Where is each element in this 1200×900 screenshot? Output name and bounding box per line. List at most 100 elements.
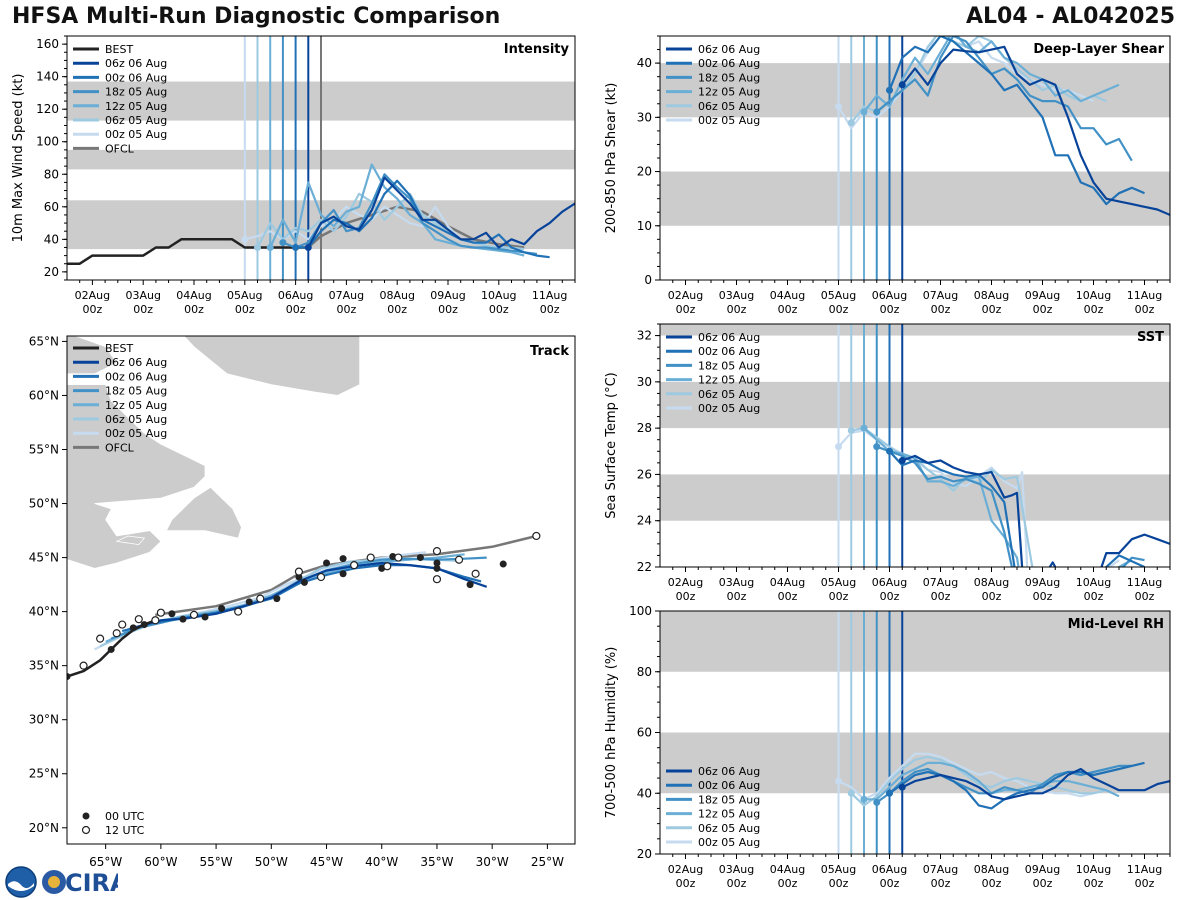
noaa-logo-icon <box>5 866 37 898</box>
model-track <box>99 557 460 648</box>
legend-label: 00z 05 Aug <box>105 427 167 440</box>
series-line <box>888 36 1145 206</box>
x-tick-label: 00z <box>133 303 153 316</box>
legend-label: 12z 05 Aug <box>698 374 760 387</box>
x-tick-label: 00z <box>778 590 798 603</box>
marker-00utc <box>129 624 137 632</box>
legend-label: 00z 05 Aug <box>698 114 760 127</box>
series-start-marker <box>886 447 893 455</box>
series-line <box>282 173 538 256</box>
y-tick-label: 40°N <box>29 605 59 619</box>
track-panel: 65°W 60°W 55°W 50°W 45°W 40°W 35°W 30°W 25°W 20°N… <box>29 334 576 869</box>
x-tick-label: 04Aug <box>176 289 211 302</box>
x-tick-label: 08Aug <box>379 289 414 302</box>
y-tick-label: 40 <box>637 786 652 800</box>
series-start-marker <box>898 783 906 791</box>
marker-12utc <box>454 555 464 564</box>
series-line <box>850 755 1107 807</box>
x-tick-label: 65°W <box>89 855 122 869</box>
legend-label: 00 UTC <box>105 810 145 823</box>
model-track <box>133 561 488 629</box>
y-tick-label: 120 <box>36 102 59 116</box>
x-tick-label: 07Aug <box>923 576 958 589</box>
x-tick-label: 00z <box>1033 303 1053 316</box>
x-tick-label: 00z <box>235 303 255 316</box>
x-tick-label: 00z <box>727 590 747 603</box>
shaded-band <box>660 324 1170 336</box>
series-line <box>838 752 1094 801</box>
x-tick-label: 00z <box>829 590 849 603</box>
series-line <box>307 176 575 249</box>
x-tick-label: 03Aug <box>125 289 160 302</box>
x-tick-label: 10Aug <box>1076 289 1111 302</box>
marker-00utc <box>300 578 308 586</box>
x-tick-label: 09Aug <box>1025 863 1060 876</box>
x-tick-label: 45°W <box>310 855 343 869</box>
series-line <box>888 761 1145 810</box>
x-tick-label: 00z <box>778 303 798 316</box>
x-tick-label: 00z <box>880 590 900 603</box>
legend-label: OFCL <box>105 441 135 454</box>
x-tick-label: 00z <box>829 303 849 316</box>
series-line <box>901 45 1170 216</box>
marker-00utc <box>339 570 347 578</box>
legend-label: 06z 05 Aug <box>105 413 167 426</box>
x-tick-label: 35°W <box>420 855 453 869</box>
x-tick-label: 25°W <box>531 855 564 869</box>
legend-label: 12z 05 Aug <box>105 100 167 113</box>
track-map-area <box>67 336 541 680</box>
legend-label: 18z 05 Aug <box>698 793 760 806</box>
x-tick-label: 00z <box>676 303 696 316</box>
x-tick-label: 10Aug <box>1076 576 1111 589</box>
series-start-marker <box>860 424 868 432</box>
x-tick-label: 02Aug <box>668 289 703 302</box>
x-tick-label: 08Aug <box>974 863 1009 876</box>
shaded-band <box>660 474 1170 521</box>
y-tick-label: 100 <box>36 135 59 149</box>
marker-00utc <box>218 604 226 612</box>
y-tick-label: 140 <box>36 70 59 84</box>
x-tick-label: 00z <box>880 877 900 890</box>
cira-logo-text: CIRA <box>65 869 118 897</box>
x-tick-label: 50°W <box>255 855 288 869</box>
sst-panel: 22242628303202Aug00z03Aug00z04Aug00z05Au… <box>604 323 1171 603</box>
series-start-marker <box>860 795 868 803</box>
x-tick-label: 02Aug <box>75 289 110 302</box>
x-tick-label: 00z <box>489 303 509 316</box>
marker-12utc <box>234 607 243 616</box>
y-tick-label: 60 <box>637 726 652 740</box>
series-line <box>901 767 1170 801</box>
x-tick-label: 08Aug <box>974 289 1009 302</box>
x-tick-label: 03Aug <box>719 576 754 589</box>
legend-label: 00z 06 Aug <box>698 345 760 358</box>
x-tick-label: 11Aug <box>1127 576 1162 589</box>
x-tick-label: 03Aug <box>719 863 754 876</box>
marker-00utc <box>433 559 441 567</box>
series-start-marker <box>873 798 881 806</box>
series-start-marker <box>847 426 855 434</box>
series-line <box>901 454 1170 567</box>
legend-label: 06z 05 Aug <box>698 822 760 835</box>
series-start-marker <box>304 243 312 251</box>
x-tick-label: 00z <box>387 303 407 316</box>
series-line <box>837 429 1120 567</box>
legend-label: 00z 06 Aug <box>698 57 760 70</box>
x-tick-label: 06Aug <box>872 576 907 589</box>
storm-id-title: AL04 - AL042025 <box>966 4 1175 29</box>
panel-title: Intensity <box>504 42 570 57</box>
rh-panel: 2040608010002Aug00z03Aug00z04Aug00z05Aug… <box>604 604 1171 890</box>
series-start-marker <box>873 443 881 451</box>
cira-logo: CIRA <box>5 866 118 898</box>
legend-label: 00z 06 Aug <box>698 779 760 792</box>
legend-label: 00z 05 Aug <box>698 836 760 849</box>
land-polygon <box>67 384 206 569</box>
marker-00utc <box>466 581 474 589</box>
x-tick-label: 06Aug <box>278 289 313 302</box>
series-start-marker <box>254 243 261 251</box>
y-tick-label: 80 <box>637 665 652 679</box>
